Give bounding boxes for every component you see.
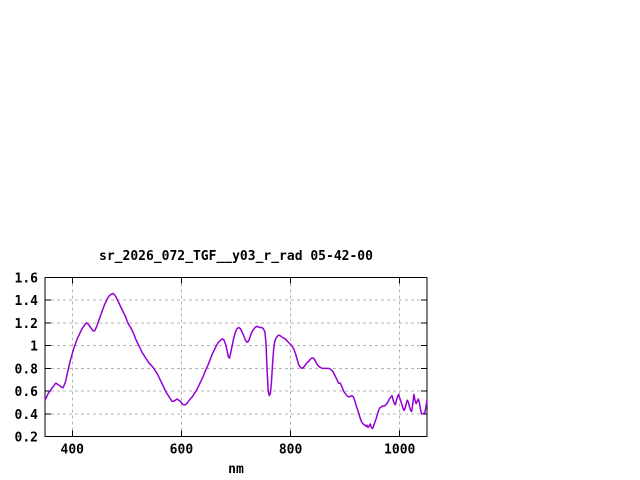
y-tick-label: 1.4 <box>15 294 39 309</box>
x-tick-labels: 400 600 800 1000 <box>61 443 416 458</box>
x-tick-label: 800 <box>279 443 303 458</box>
y-tick-label: 0.4 <box>15 408 39 423</box>
y-tick-label: 1.6 <box>15 272 39 287</box>
x-tick-label: 1000 <box>384 443 415 458</box>
series-line <box>44 292 428 430</box>
plot-border <box>44 277 428 437</box>
spectral-curve <box>44 292 428 430</box>
y-tick-label: 0.8 <box>15 362 39 377</box>
y-tick-label: 1.2 <box>15 317 38 332</box>
y-tick-label: 1 <box>30 340 38 355</box>
y-tick-label: 0.6 <box>15 385 39 400</box>
y-tick-labels: 0.2 0.4 0.6 0.8 1 1.2 1.4 1.6 <box>15 272 39 446</box>
x-tick-label: 400 <box>61 443 85 458</box>
x-tick-label: 600 <box>170 443 194 458</box>
y-tick-label: 0.2 <box>15 431 38 446</box>
chart-title: sr_2026_072_TGF__y03_r_rad 05-42-00 <box>99 249 373 264</box>
grid-lines <box>45 277 427 437</box>
x-axis-label: nm <box>228 462 244 477</box>
axis-ticks <box>45 277 427 437</box>
